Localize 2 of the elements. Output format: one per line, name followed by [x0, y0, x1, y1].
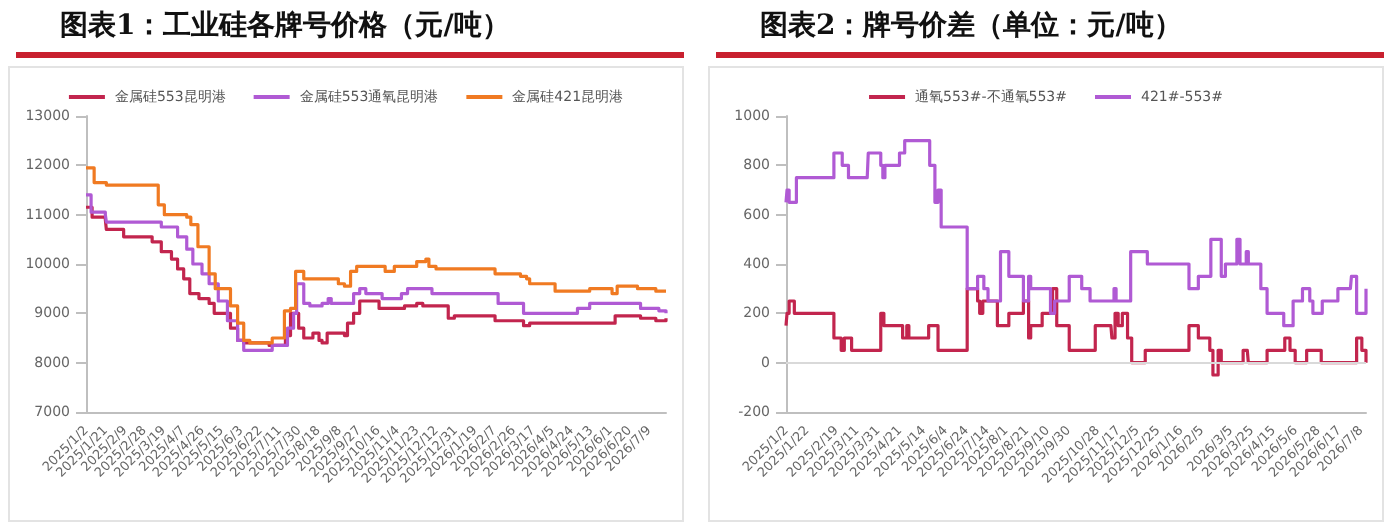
chart-title: 图表2：牌号价差（单位：元/吨） [758, 8, 1184, 46]
chart-title: 图表1：工业硅各牌号价格（元/吨） [58, 8, 512, 46]
